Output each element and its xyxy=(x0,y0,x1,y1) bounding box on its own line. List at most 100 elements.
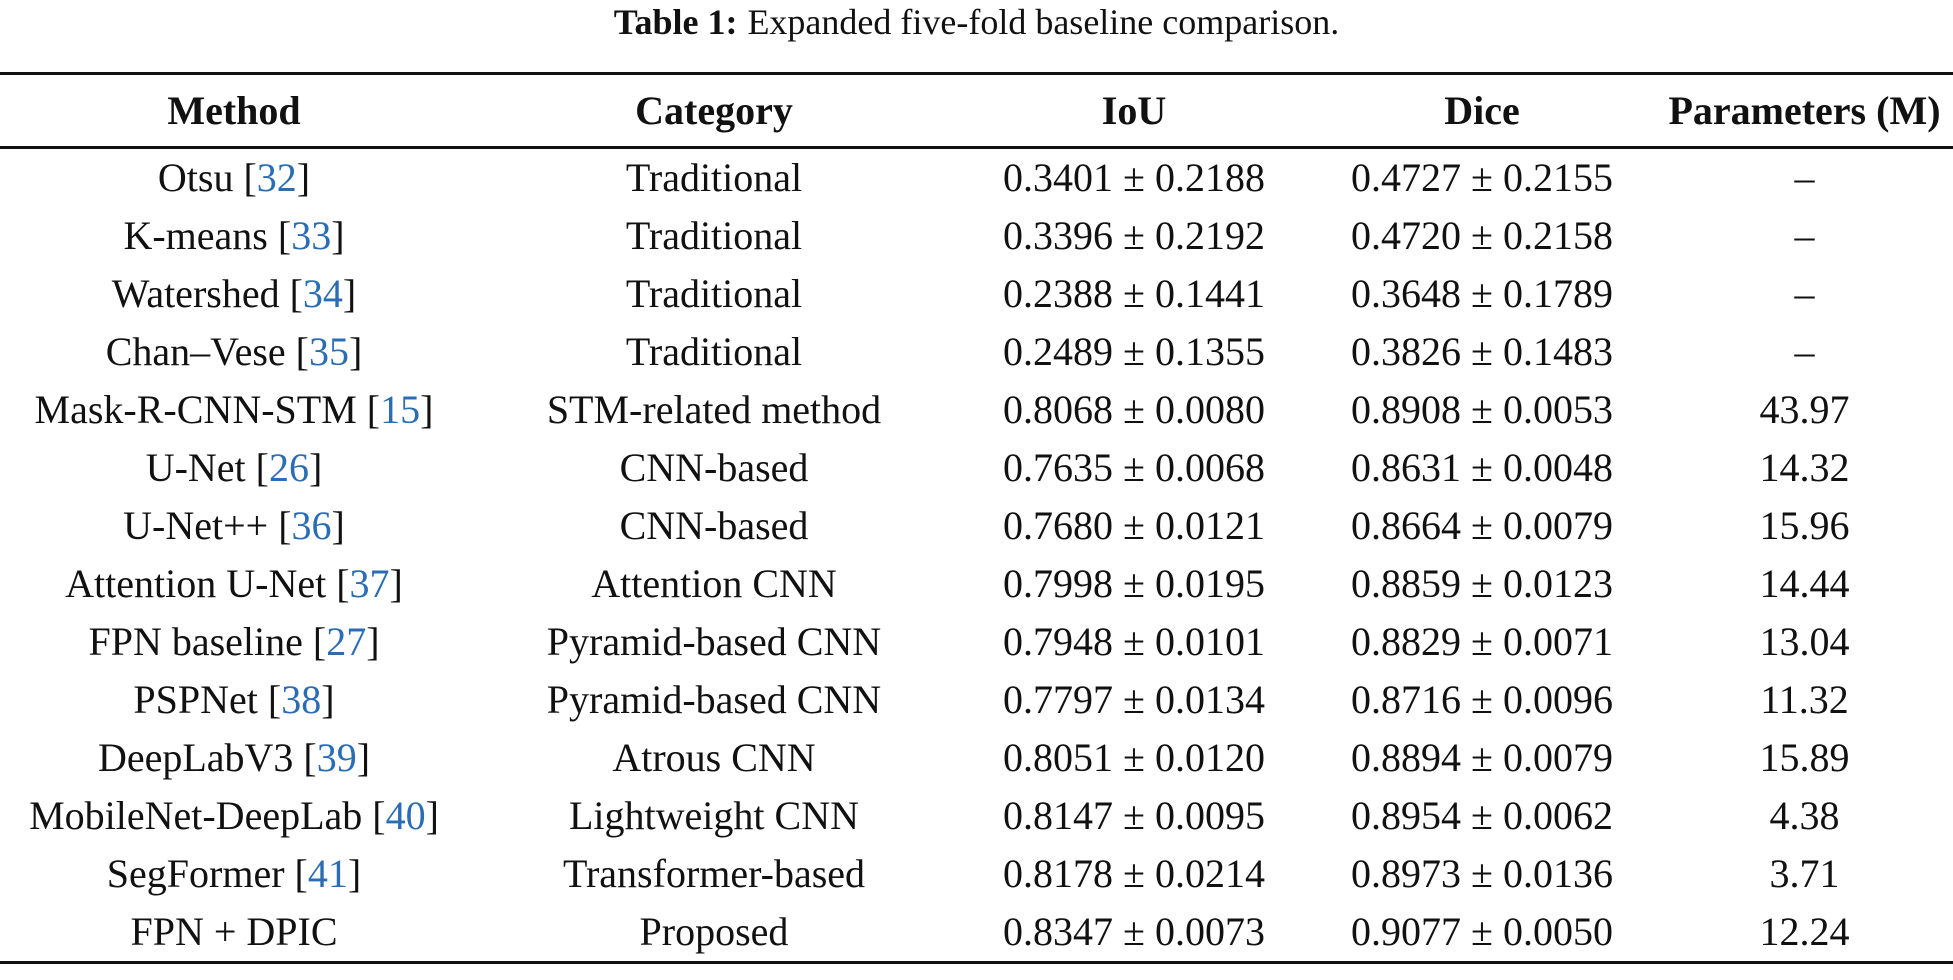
table-row: PSPNet [38] Pyramid-based CNN 0.7797 ± 0.0… xyxy=(0,671,1953,729)
cell-params: 43.97 xyxy=(1759,387,1850,432)
method-name: SegFormer xyxy=(106,851,285,896)
cell-method: PSPNet [38] xyxy=(133,677,335,722)
table-row: K-means [33] Traditional 0.3396 ± 0.2192 0.… xyxy=(0,207,1953,265)
cell-method: K-means [33] xyxy=(123,213,345,258)
citation-link[interactable]: 41 xyxy=(307,851,348,896)
caption-label: Table 1: xyxy=(613,2,738,42)
cell-category: Pyramid-based CNN xyxy=(546,677,882,722)
cell-params: – xyxy=(1794,271,1815,316)
method-name: Chan–Vese xyxy=(105,329,286,374)
cell-dice: 0.3826 ± 0.1483 xyxy=(1351,329,1613,374)
cell-dice: 0.3648 ± 0.1789 xyxy=(1351,271,1613,316)
table-row: Chan–Vese [35] Traditional 0.2489 ± 0.1355… xyxy=(0,323,1953,381)
citation-link[interactable]: 40 xyxy=(385,793,426,838)
cell-method: DeepLabV3 [39] xyxy=(97,735,371,780)
citation-link[interactable]: 33 xyxy=(291,213,332,258)
cell-iou: 0.8347 ± 0.0073 xyxy=(960,903,1308,964)
header-category: Category xyxy=(468,72,960,149)
cell-iou: 0.3401 ± 0.2188 xyxy=(1003,155,1265,200)
method-name: MobileNet-DeepLab xyxy=(29,793,363,838)
cell-params: 12.24 xyxy=(1656,903,1953,964)
citation-link[interactable]: 26 xyxy=(268,445,309,490)
method-name: FPN + DPIC xyxy=(130,909,338,954)
table-row: FPN baseline [27] Pyramid-based CNN 0.7948… xyxy=(0,613,1953,671)
cell-dice: 0.8894 ± 0.0079 xyxy=(1351,735,1613,780)
citation-link[interactable]: 35 xyxy=(308,329,349,374)
table-row: DeepLabV3 [39] Atrous CNN 0.8051 ± 0.0120 0… xyxy=(0,729,1953,787)
cell-category: Transformer-based xyxy=(562,851,866,896)
cell-category: CNN-based xyxy=(619,445,809,490)
table-header: Method Category IoU Dice Parameters (M) xyxy=(0,72,1953,149)
citation-link[interactable]: 38 xyxy=(281,677,322,722)
cell-category: Pyramid-based CNN xyxy=(546,619,882,664)
cell-dice: 0.8631 ± 0.0048 xyxy=(1351,445,1613,490)
cell-iou: 0.8051 ± 0.0120 xyxy=(1003,735,1265,780)
citation-link[interactable]: 15 xyxy=(380,387,421,432)
cell-dice: 0.8954 ± 0.0062 xyxy=(1351,793,1613,838)
table-row: Otsu [32] Traditional 0.3401 ± 0.2188 0.472… xyxy=(0,148,1953,208)
table-row: Watershed [34] Traditional 0.2388 ± 0.1441… xyxy=(0,265,1953,323)
citation-link[interactable]: 36 xyxy=(291,503,332,548)
cell-params: 4.38 xyxy=(1769,793,1840,838)
method-name: Watershed xyxy=(111,271,280,316)
table-row: MobileNet-DeepLab [40] Lightweight CNN 0.8… xyxy=(0,787,1953,845)
cell-iou: 0.8178 ± 0.0214 xyxy=(1003,851,1265,896)
header-iou: IoU xyxy=(960,72,1308,149)
table-row: U-Net [26] CNN-based 0.7635 ± 0.0068 0.8631… xyxy=(0,439,1953,497)
table-row: FPN + DPIC Proposed 0.8347 ± 0.0073 0.9077 … xyxy=(0,903,1953,964)
caption-text: Expanded five-fold baseline comparison. xyxy=(747,2,1340,42)
cell-category: Proposed xyxy=(468,903,960,964)
cell-dice: 0.8973 ± 0.0136 xyxy=(1351,851,1613,896)
cell-method: Mask-R-CNN-STM [15] xyxy=(34,387,434,432)
cell-method: U-Net [26] xyxy=(145,445,323,490)
citation-link[interactable]: 32 xyxy=(256,155,297,200)
cell-params: 3.71 xyxy=(1769,851,1840,896)
cell-category: Traditional xyxy=(625,271,803,316)
cell-dice: 0.8908 ± 0.0053 xyxy=(1351,387,1613,432)
cell-category: CNN-based xyxy=(619,503,809,548)
cell-category: Lightweight CNN xyxy=(569,793,859,838)
table-body: Otsu [32] Traditional 0.3401 ± 0.2188 0.472… xyxy=(0,148,1953,964)
cell-params: 13.04 xyxy=(1759,619,1850,664)
method-name: Mask-R-CNN-STM xyxy=(34,387,357,432)
cell-method: U-Net++ [36] xyxy=(123,503,345,548)
method-name: FPN baseline xyxy=(88,619,303,664)
cell-dice: 0.4720 ± 0.2158 xyxy=(1351,213,1613,258)
cell-method: Chan–Vese [35] xyxy=(105,329,363,374)
method-name: K-means xyxy=(123,213,268,258)
cell-method: MobileNet-DeepLab [40] xyxy=(29,793,439,838)
table-row: SegFormer [41] Transformer-based 0.8178 ± … xyxy=(0,845,1953,903)
cell-params: 15.89 xyxy=(1759,735,1850,780)
cell-iou: 0.7948 ± 0.0101 xyxy=(1003,619,1265,664)
citation-link[interactable]: 37 xyxy=(349,561,390,606)
cell-method: Otsu [32] xyxy=(157,155,311,200)
method-name: PSPNet xyxy=(133,677,258,722)
cell-iou: 0.3396 ± 0.2192 xyxy=(1003,213,1265,258)
citation-link[interactable]: 27 xyxy=(326,619,367,664)
cell-iou: 0.2388 ± 0.1441 xyxy=(1003,271,1265,316)
cell-dice: 0.8716 ± 0.0096 xyxy=(1351,677,1613,722)
cell-method: Watershed [34] xyxy=(111,271,357,316)
cell-category: Traditional xyxy=(625,155,803,200)
method-name: DeepLabV3 xyxy=(97,735,294,780)
cell-iou: 0.8147 ± 0.0095 xyxy=(1003,793,1265,838)
cell-params: 14.32 xyxy=(1759,445,1850,490)
cell-dice: 0.4727 ± 0.2155 xyxy=(1351,155,1613,200)
cell-category: Traditional xyxy=(625,213,803,258)
citation-link[interactable]: 34 xyxy=(302,271,343,316)
cell-iou: 0.7680 ± 0.0121 xyxy=(1003,503,1265,548)
header-row: Method Category IoU Dice Parameters (M) xyxy=(0,72,1953,149)
table-row: Mask-R-CNN-STM [15] STM-related method 0.8… xyxy=(0,381,1953,439)
cell-iou: 0.2489 ± 0.1355 xyxy=(1003,329,1265,374)
cell-params: 14.44 xyxy=(1759,561,1850,606)
header-dice: Dice xyxy=(1308,72,1656,149)
results-table: Method Category IoU Dice Parameters (M) … xyxy=(0,72,1953,964)
cell-dice: 0.8829 ± 0.0071 xyxy=(1351,619,1613,664)
cell-method: SegFormer [41] xyxy=(106,851,362,896)
cell-params: 15.96 xyxy=(1759,503,1850,548)
method-name: U-Net++ xyxy=(123,503,269,548)
cell-params: – xyxy=(1794,213,1815,258)
cell-params: – xyxy=(1794,155,1815,200)
cell-category: Attention CNN xyxy=(591,561,837,606)
citation-link[interactable]: 39 xyxy=(316,735,357,780)
